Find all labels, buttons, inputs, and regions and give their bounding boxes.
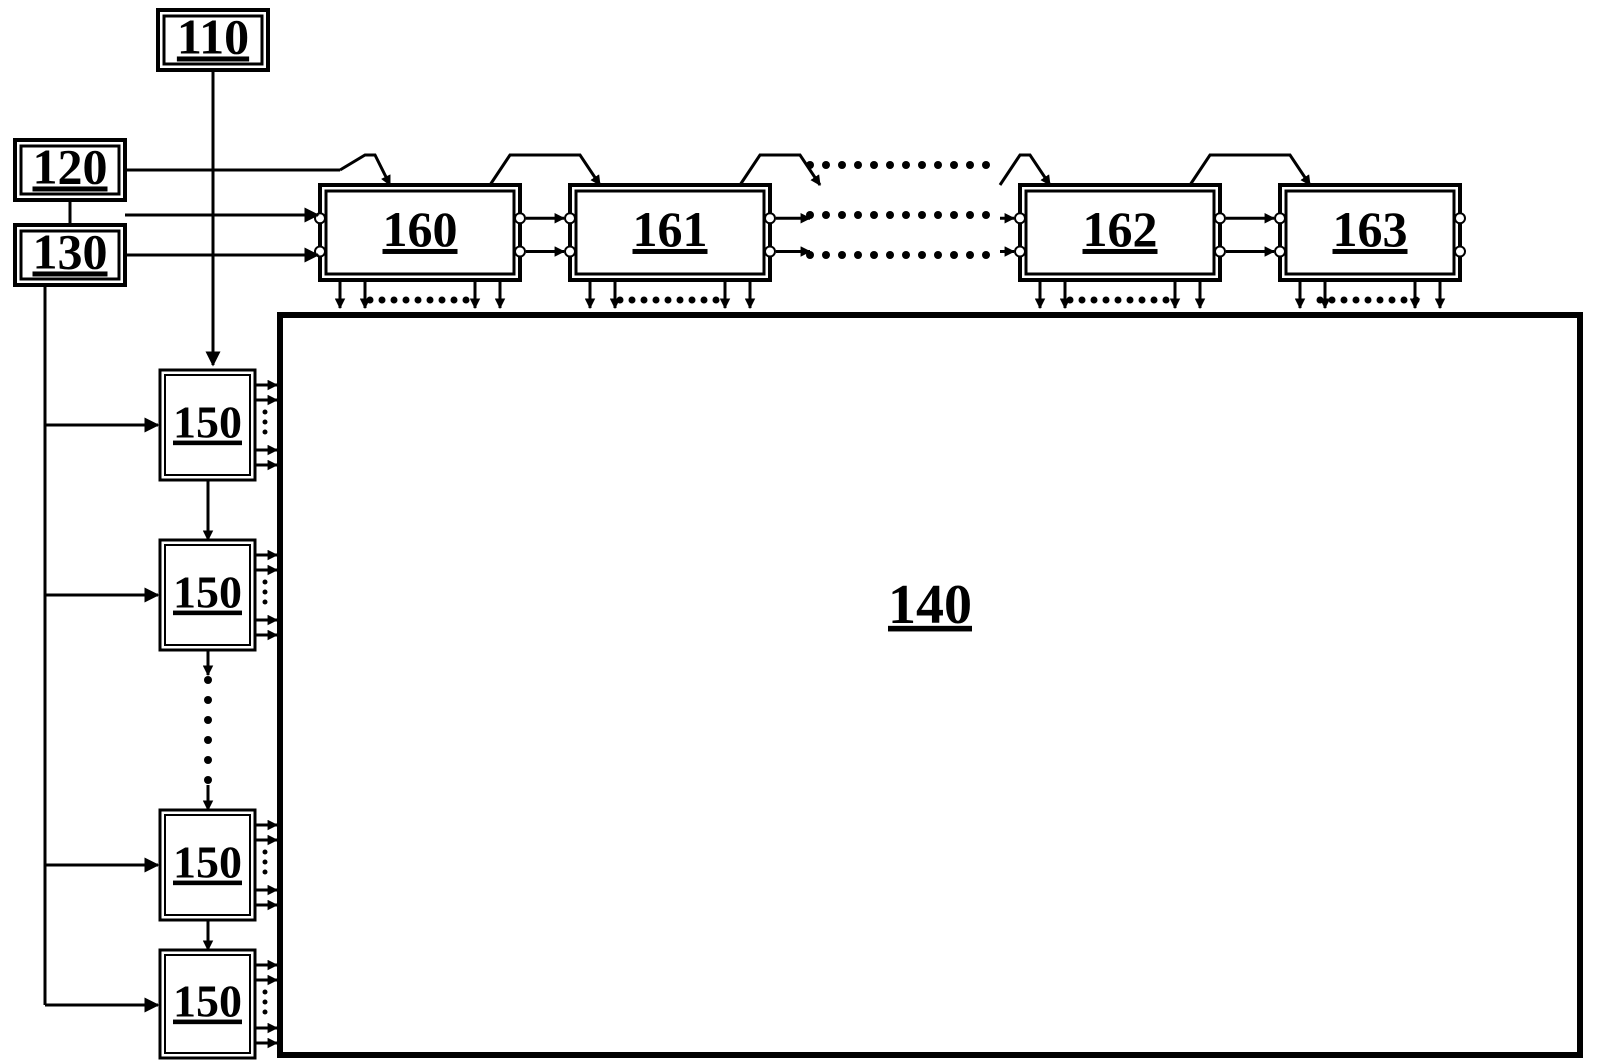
svg-text:160: 160 bbox=[383, 201, 458, 257]
svg-text:120: 120 bbox=[33, 138, 108, 194]
svg-text:161: 161 bbox=[633, 201, 708, 257]
svg-text:150: 150 bbox=[173, 397, 242, 448]
svg-text:163: 163 bbox=[1333, 201, 1408, 257]
svg-text:140: 140 bbox=[888, 574, 972, 636]
svg-text:150: 150 bbox=[173, 567, 242, 618]
svg-text:110: 110 bbox=[177, 8, 249, 64]
svg-text:150: 150 bbox=[173, 976, 242, 1027]
svg-text:162: 162 bbox=[1083, 201, 1158, 257]
svg-text:130: 130 bbox=[33, 223, 108, 279]
svg-text:150: 150 bbox=[173, 837, 242, 888]
